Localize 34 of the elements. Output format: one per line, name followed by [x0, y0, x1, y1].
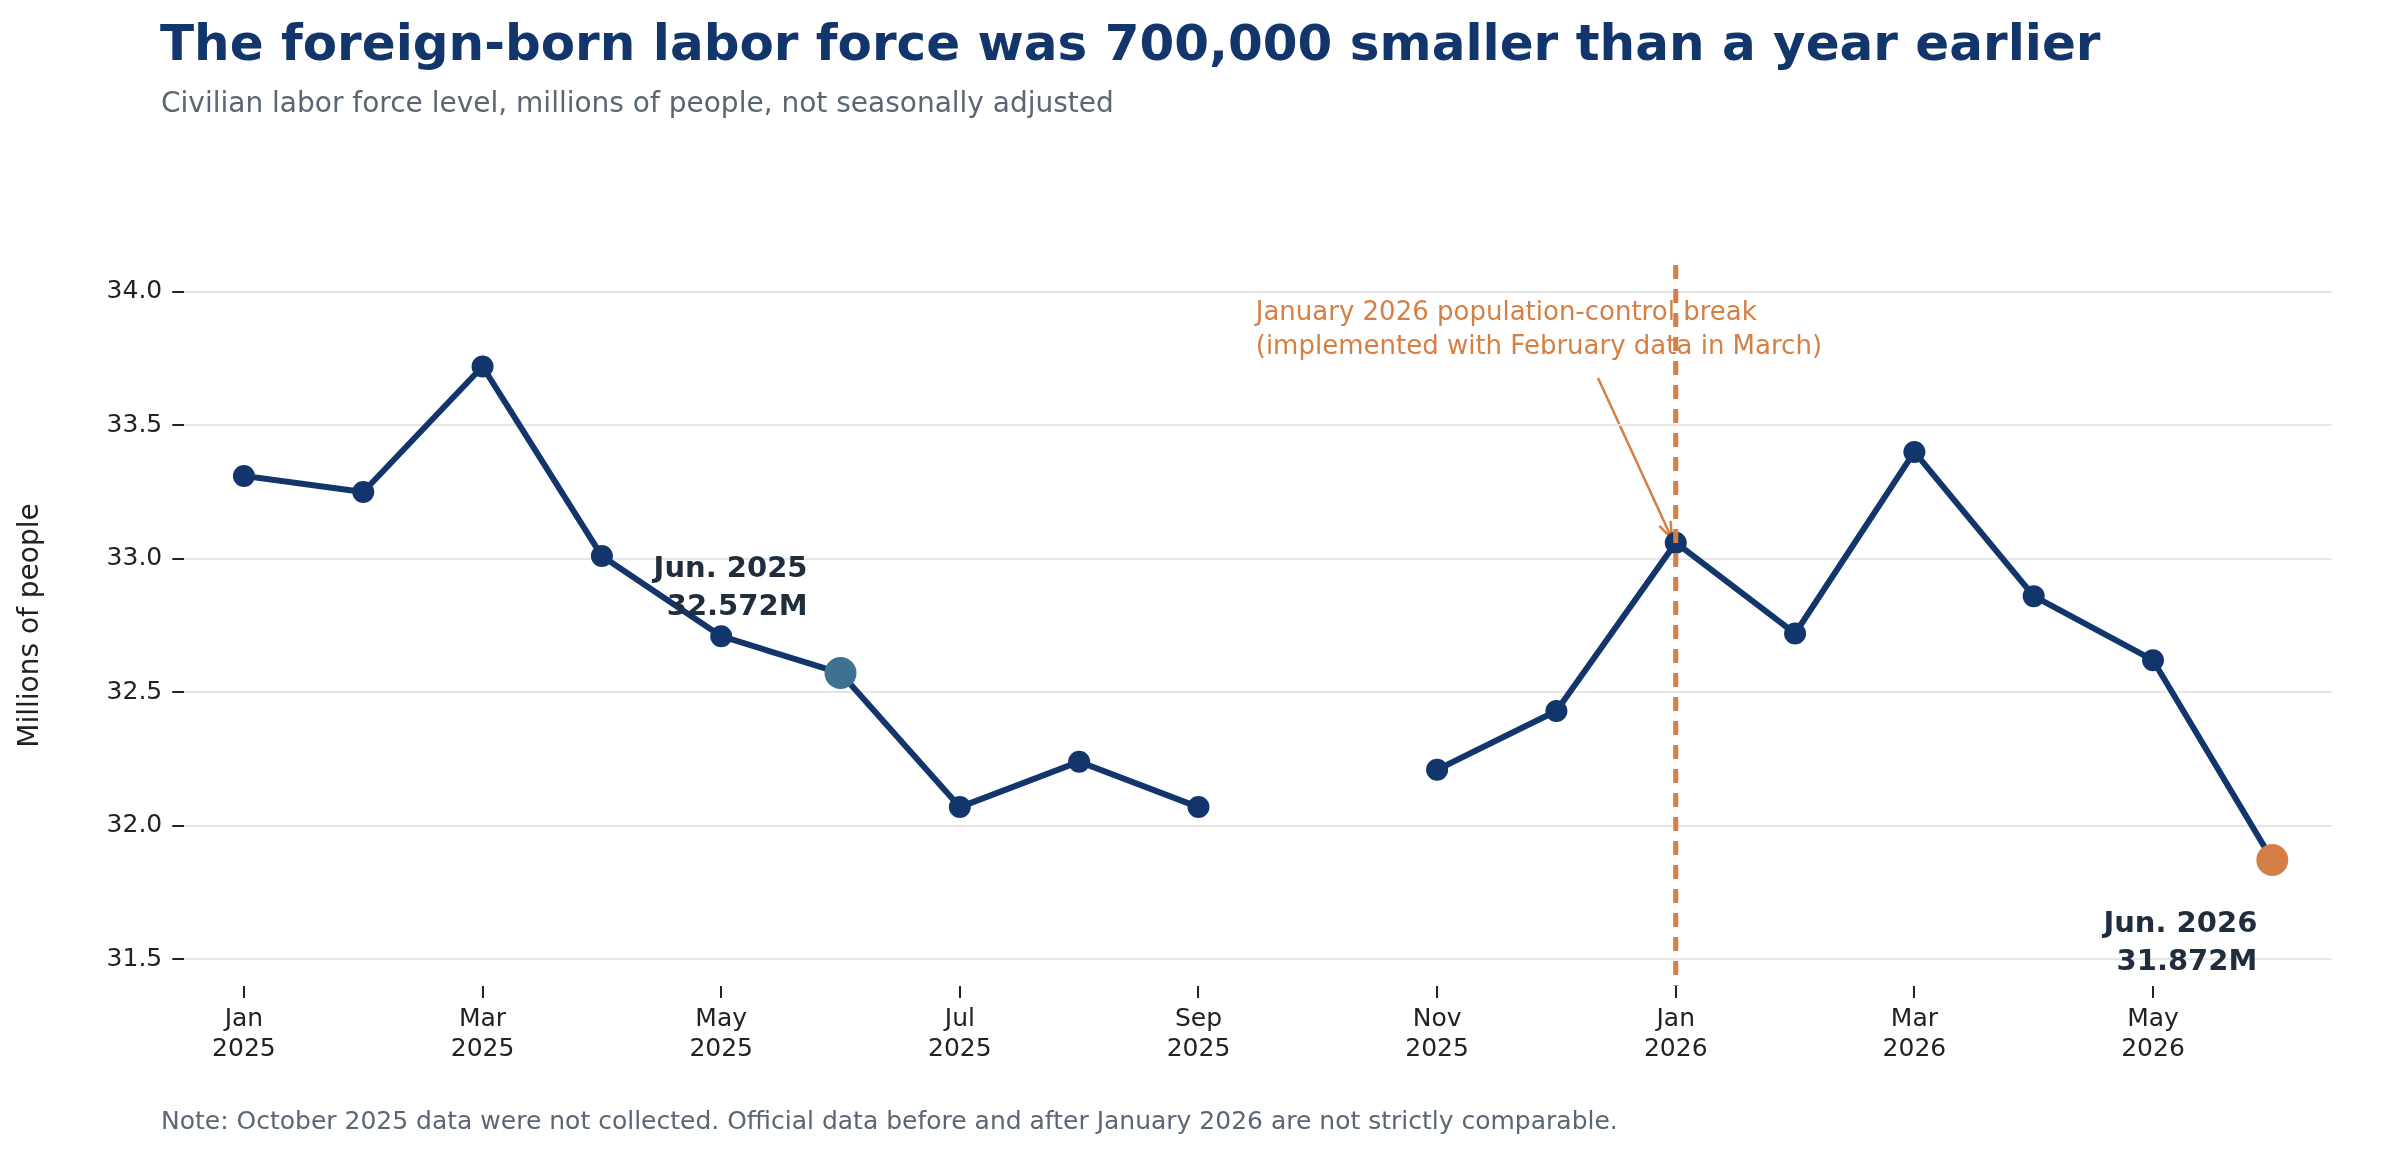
point: [1784, 622, 1807, 645]
point: [352, 480, 375, 503]
point: [471, 355, 494, 378]
y-tick-label: 34.0: [106, 275, 163, 305]
data-label: Jun. 2026 31.872M: [2101, 904, 2258, 977]
y-axis-title: Millions of people: [12, 503, 46, 748]
point: [1903, 440, 1926, 463]
point: [1426, 758, 1449, 781]
chart-title: The foreign-born labor force was 700,000 smaller than a year earlier: [160, 14, 2101, 72]
point: [2022, 585, 2045, 608]
point: [590, 545, 613, 568]
x-tick-label: Mar 2025: [450, 1002, 515, 1062]
y-tick-label: 32.0: [106, 809, 163, 839]
point: [2142, 649, 2165, 672]
text: Note: October 2025 data were not collected. Official data before and after January 2026 are not strictly comparable.: [161, 1106, 1618, 1135]
point: [1187, 796, 1210, 819]
point: [1068, 750, 1091, 773]
x-tick-label: Jul 2025: [928, 1002, 992, 1062]
x-tick-label: Jan 2025: [212, 1002, 276, 1062]
x-tick-label: Mar 2026: [1882, 1002, 1947, 1062]
chart-subtitle: Civilian labor force level, millions of people, not seasonally adjusted: [161, 86, 1114, 119]
point: [232, 464, 255, 487]
point: [710, 625, 733, 648]
y-tick-label: 33.5: [106, 408, 163, 438]
x-tick-label: May 2025: [689, 1002, 754, 1062]
x-tick-label: Jan 2026: [1643, 1002, 1708, 1062]
x-tick-label: Nov 2025: [1405, 1002, 1469, 1062]
y-tick-label: 32.5: [106, 675, 163, 705]
x-tick-label: Sep 2025: [1166, 1002, 1231, 1062]
point: [948, 796, 971, 819]
y-tick-label: 33.0: [106, 542, 163, 572]
y-tick-label: 31.5: [106, 942, 163, 972]
x-tick-label: May 2026: [2121, 1002, 2185, 1062]
point: [1545, 699, 1568, 722]
